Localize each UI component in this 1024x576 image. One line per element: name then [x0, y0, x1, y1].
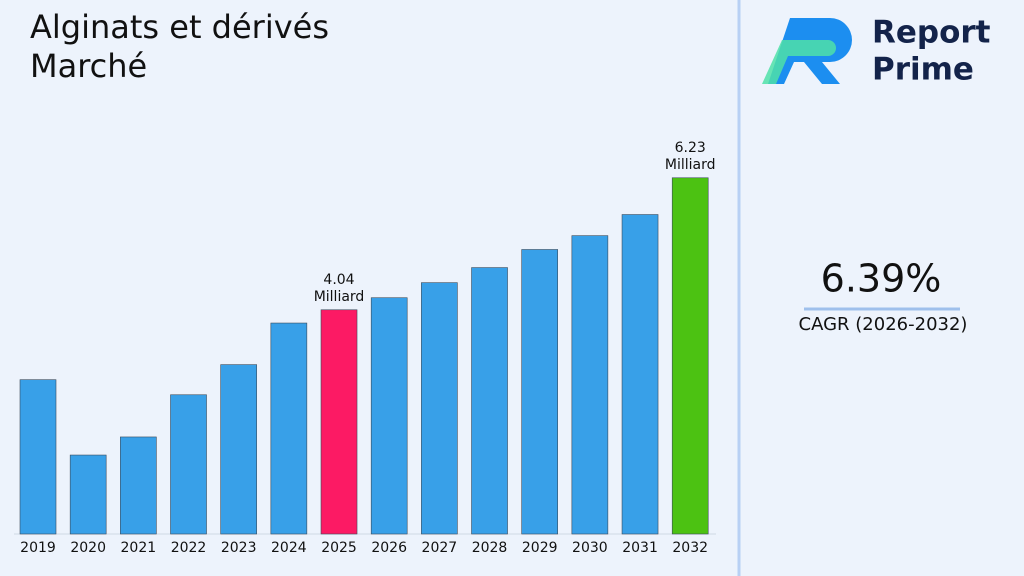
bar	[571, 235, 609, 535]
x-tick-label: 2031	[622, 540, 658, 556]
cagr-label: CAGR (2026-2032)	[799, 314, 968, 335]
logo: Report Prime	[762, 15, 991, 88]
bar	[421, 282, 458, 535]
bar	[370, 297, 408, 535]
value-label: 4.04 Milliard	[314, 272, 365, 305]
x-tick-label: 2024	[271, 540, 307, 556]
bar	[170, 394, 207, 535]
cagr-value: 6.39%	[821, 257, 942, 301]
bar	[120, 436, 157, 535]
bar	[220, 364, 257, 535]
x-tick-label: 2023	[221, 540, 257, 556]
bar	[19, 379, 57, 535]
x-tick-label: 2019	[20, 540, 56, 556]
x-tick-label: 2027	[422, 540, 458, 556]
chart-title: Alginats et dérivés Marché	[30, 8, 329, 85]
bar	[521, 249, 559, 535]
bar	[671, 177, 709, 535]
bar	[320, 309, 358, 535]
bar	[471, 267, 508, 535]
x-tick-label: 2021	[121, 540, 157, 556]
x-tick-label: 2020	[70, 540, 106, 556]
value-label: 6.23 Milliard	[665, 140, 716, 173]
x-tick-label: 2032	[672, 540, 708, 556]
x-tick-label: 2026	[371, 540, 407, 556]
x-tick-label: 2028	[472, 540, 508, 556]
x-tick-label: 2030	[572, 540, 608, 556]
brand-line: Prime	[872, 52, 974, 88]
bar	[270, 322, 308, 535]
bar	[69, 454, 107, 535]
logo-mark	[762, 40, 836, 84]
brand-line: Report	[872, 15, 991, 51]
x-tick-label: 2029	[522, 540, 558, 556]
x-tick-label: 2022	[171, 540, 207, 556]
bar	[621, 214, 659, 535]
x-tick-label: 2025	[321, 540, 357, 556]
